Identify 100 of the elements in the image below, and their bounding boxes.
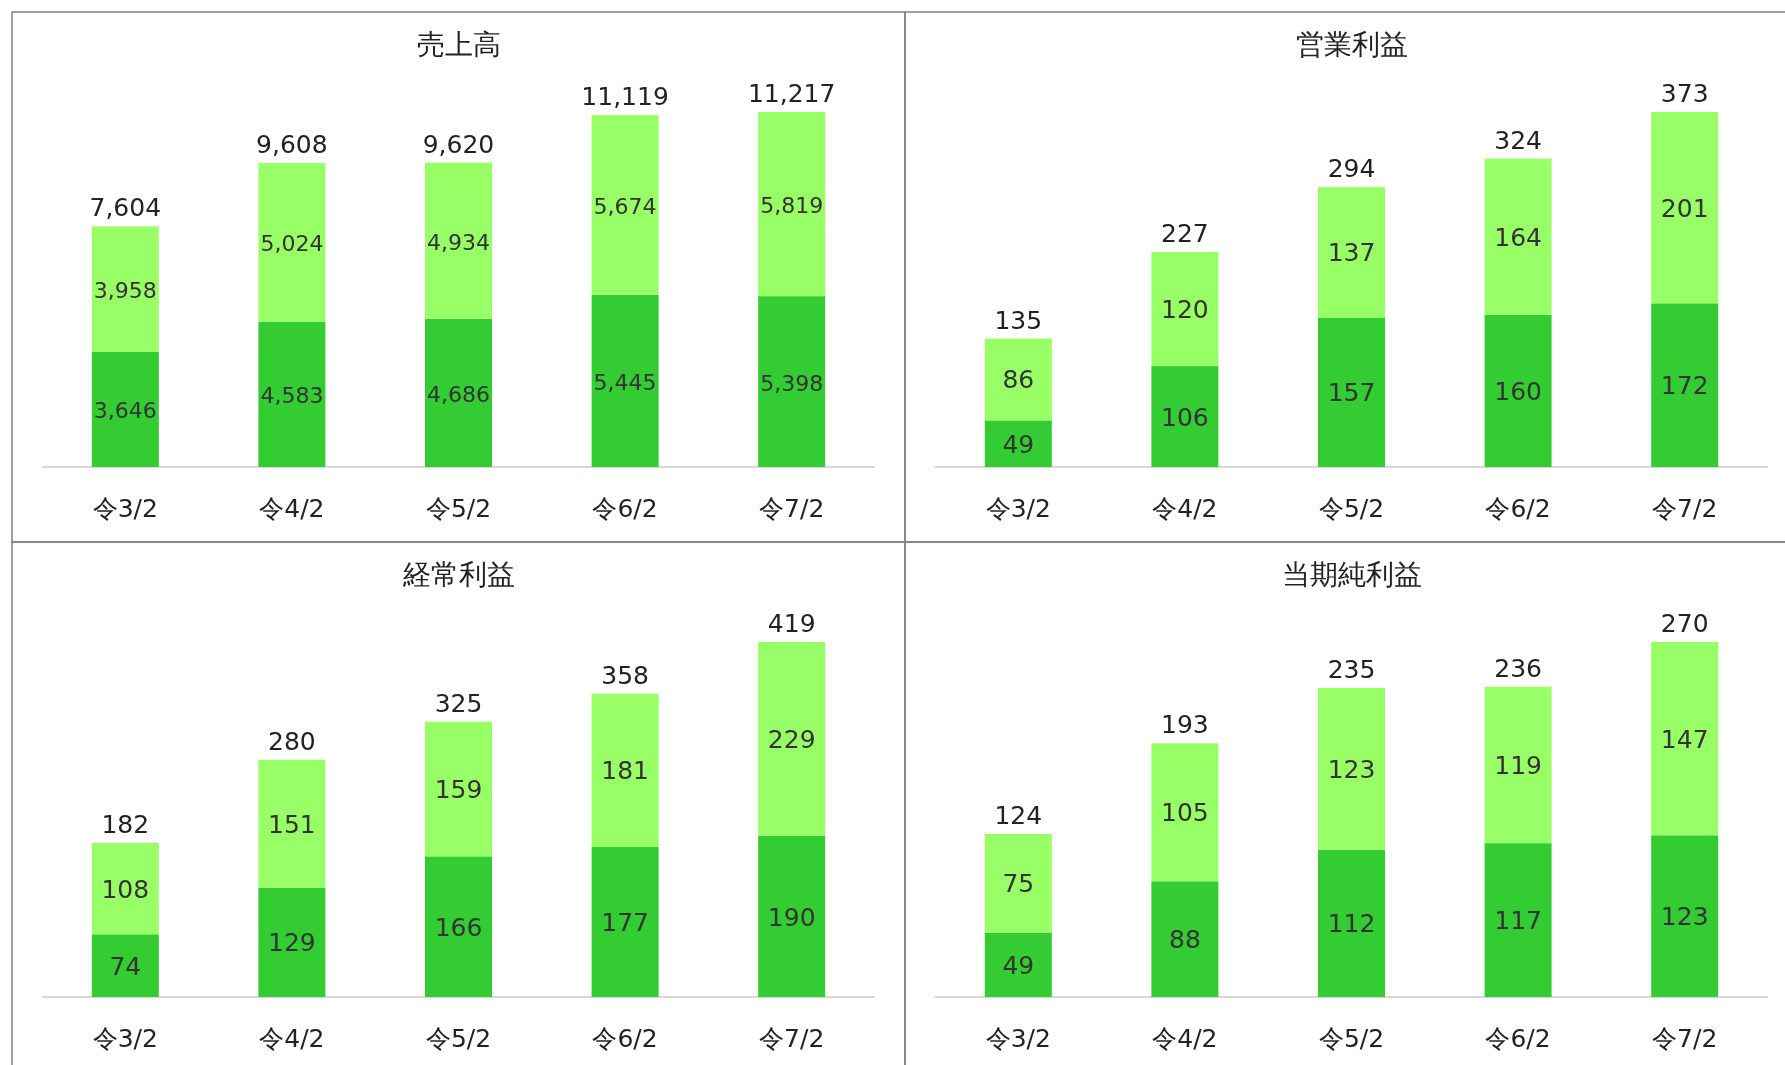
- bar: [91, 842, 159, 935]
- bar: [591, 115, 659, 295]
- data-label: 201: [1660, 193, 1709, 223]
- x-tick-label: 令4/2: [1152, 1024, 1218, 1053]
- total-label: 182: [101, 809, 150, 839]
- total-label: 280: [268, 726, 316, 756]
- total-label: 294: [1327, 154, 1376, 184]
- data-label: 108: [101, 874, 150, 904]
- x-tick-label: 令7/2: [1652, 1024, 1718, 1053]
- x-tick-label: 令7/2: [759, 494, 825, 523]
- x-tick-label: 令3/2: [985, 494, 1051, 523]
- x-tick-label: 令4/2: [1152, 494, 1218, 523]
- data-label: 4,934: [427, 229, 490, 255]
- total-label: 324: [1494, 125, 1542, 155]
- x-tick-label: 令6/2: [592, 494, 658, 523]
- bar: [1484, 158, 1552, 315]
- bar: [258, 321, 326, 467]
- data-label: 49: [1002, 950, 1035, 980]
- chart-title: 経常利益: [401, 558, 515, 591]
- data-label: 75: [1002, 869, 1035, 899]
- total-label: 9,608: [256, 129, 328, 159]
- bar: [1651, 303, 1719, 467]
- total-label: 373: [1660, 79, 1709, 108]
- x-tick-label: 令5/2: [1318, 1024, 1385, 1053]
- x-tick-label: 令5/2: [1318, 494, 1385, 523]
- bar: [91, 226, 159, 352]
- total-label: 11,217: [747, 79, 836, 108]
- data-label: 190: [767, 902, 816, 932]
- data-label: 147: [1660, 724, 1709, 754]
- x-tick-label: 令5/2: [425, 1024, 492, 1053]
- total-label: 193: [1161, 710, 1209, 740]
- x-tick-label: 令7/2: [759, 1024, 825, 1053]
- data-label: 3,958: [93, 277, 157, 303]
- bar: [1318, 849, 1385, 997]
- bar: [1318, 317, 1385, 467]
- bar: [1484, 843, 1552, 997]
- bar: [91, 934, 159, 997]
- bar: [1651, 642, 1719, 836]
- bar: [1151, 743, 1219, 882]
- x-tick-label: 令6/2: [592, 1024, 658, 1053]
- data-label: 3,646: [93, 398, 157, 424]
- chart-title: 営業利益: [1295, 28, 1408, 61]
- data-label: 4,583: [260, 383, 324, 409]
- x-tick-label: 令6/2: [1485, 494, 1551, 523]
- bar: [1651, 835, 1719, 997]
- bar: [984, 833, 1052, 933]
- data-label: 112: [1327, 909, 1376, 939]
- data-label: 137: [1327, 238, 1376, 268]
- data-label: 5,024: [260, 231, 324, 257]
- bar: [1484, 686, 1552, 844]
- total-label: 11,119: [581, 82, 669, 112]
- x-tick-label: 令3/2: [985, 1024, 1051, 1053]
- bar: [984, 338, 1052, 421]
- data-label: 229: [767, 725, 816, 755]
- x-tick-label: 令4/2: [259, 494, 325, 523]
- bar: [258, 887, 326, 997]
- data-label: 117: [1494, 906, 1542, 936]
- x-tick-label: 令4/2: [259, 1024, 325, 1053]
- data-label: 86: [1002, 365, 1035, 395]
- bar: [984, 932, 1052, 997]
- data-label: 123: [1327, 754, 1376, 784]
- data-label: 166: [434, 912, 483, 942]
- data-label: 74: [109, 951, 142, 981]
- bar: [1151, 251, 1219, 367]
- chart-title: 売上高: [416, 28, 501, 61]
- bar: [1151, 366, 1219, 467]
- total-label: 270: [1660, 609, 1709, 638]
- bar: [425, 721, 492, 857]
- bar: [591, 847, 659, 997]
- data-label: 120: [1161, 295, 1209, 325]
- data-label: 4,686: [427, 381, 490, 407]
- bar: [1318, 187, 1385, 318]
- x-tick-label: 令6/2: [1485, 1024, 1551, 1053]
- data-label: 49: [1002, 429, 1035, 459]
- bar: [758, 112, 826, 297]
- data-label: 177: [601, 908, 649, 938]
- bar: [758, 642, 826, 837]
- data-label: 151: [268, 809, 316, 839]
- data-label: 159: [434, 775, 483, 804]
- data-label: 119: [1494, 750, 1542, 780]
- data-label: 123: [1660, 902, 1709, 932]
- total-label: 135: [994, 305, 1043, 335]
- bar: [258, 759, 326, 888]
- data-label: 106: [1161, 402, 1209, 432]
- data-label: 105: [1161, 798, 1209, 828]
- bar: [425, 318, 492, 467]
- bar: [1318, 688, 1385, 850]
- x-tick-label: 令3/2: [92, 1024, 158, 1053]
- bar: [591, 294, 659, 467]
- chart-title: 当期純利益: [1281, 558, 1422, 591]
- total-label: 124: [994, 800, 1043, 830]
- total-label: 325: [434, 688, 483, 718]
- data-label: 5,819: [760, 193, 824, 219]
- bar: [758, 836, 826, 997]
- data-label: 129: [268, 928, 316, 958]
- x-tick-label: 令5/2: [425, 494, 492, 523]
- bar: [91, 351, 159, 467]
- bar: [1651, 112, 1719, 304]
- total-label: 358: [601, 660, 649, 690]
- x-tick-label: 令3/2: [92, 494, 158, 523]
